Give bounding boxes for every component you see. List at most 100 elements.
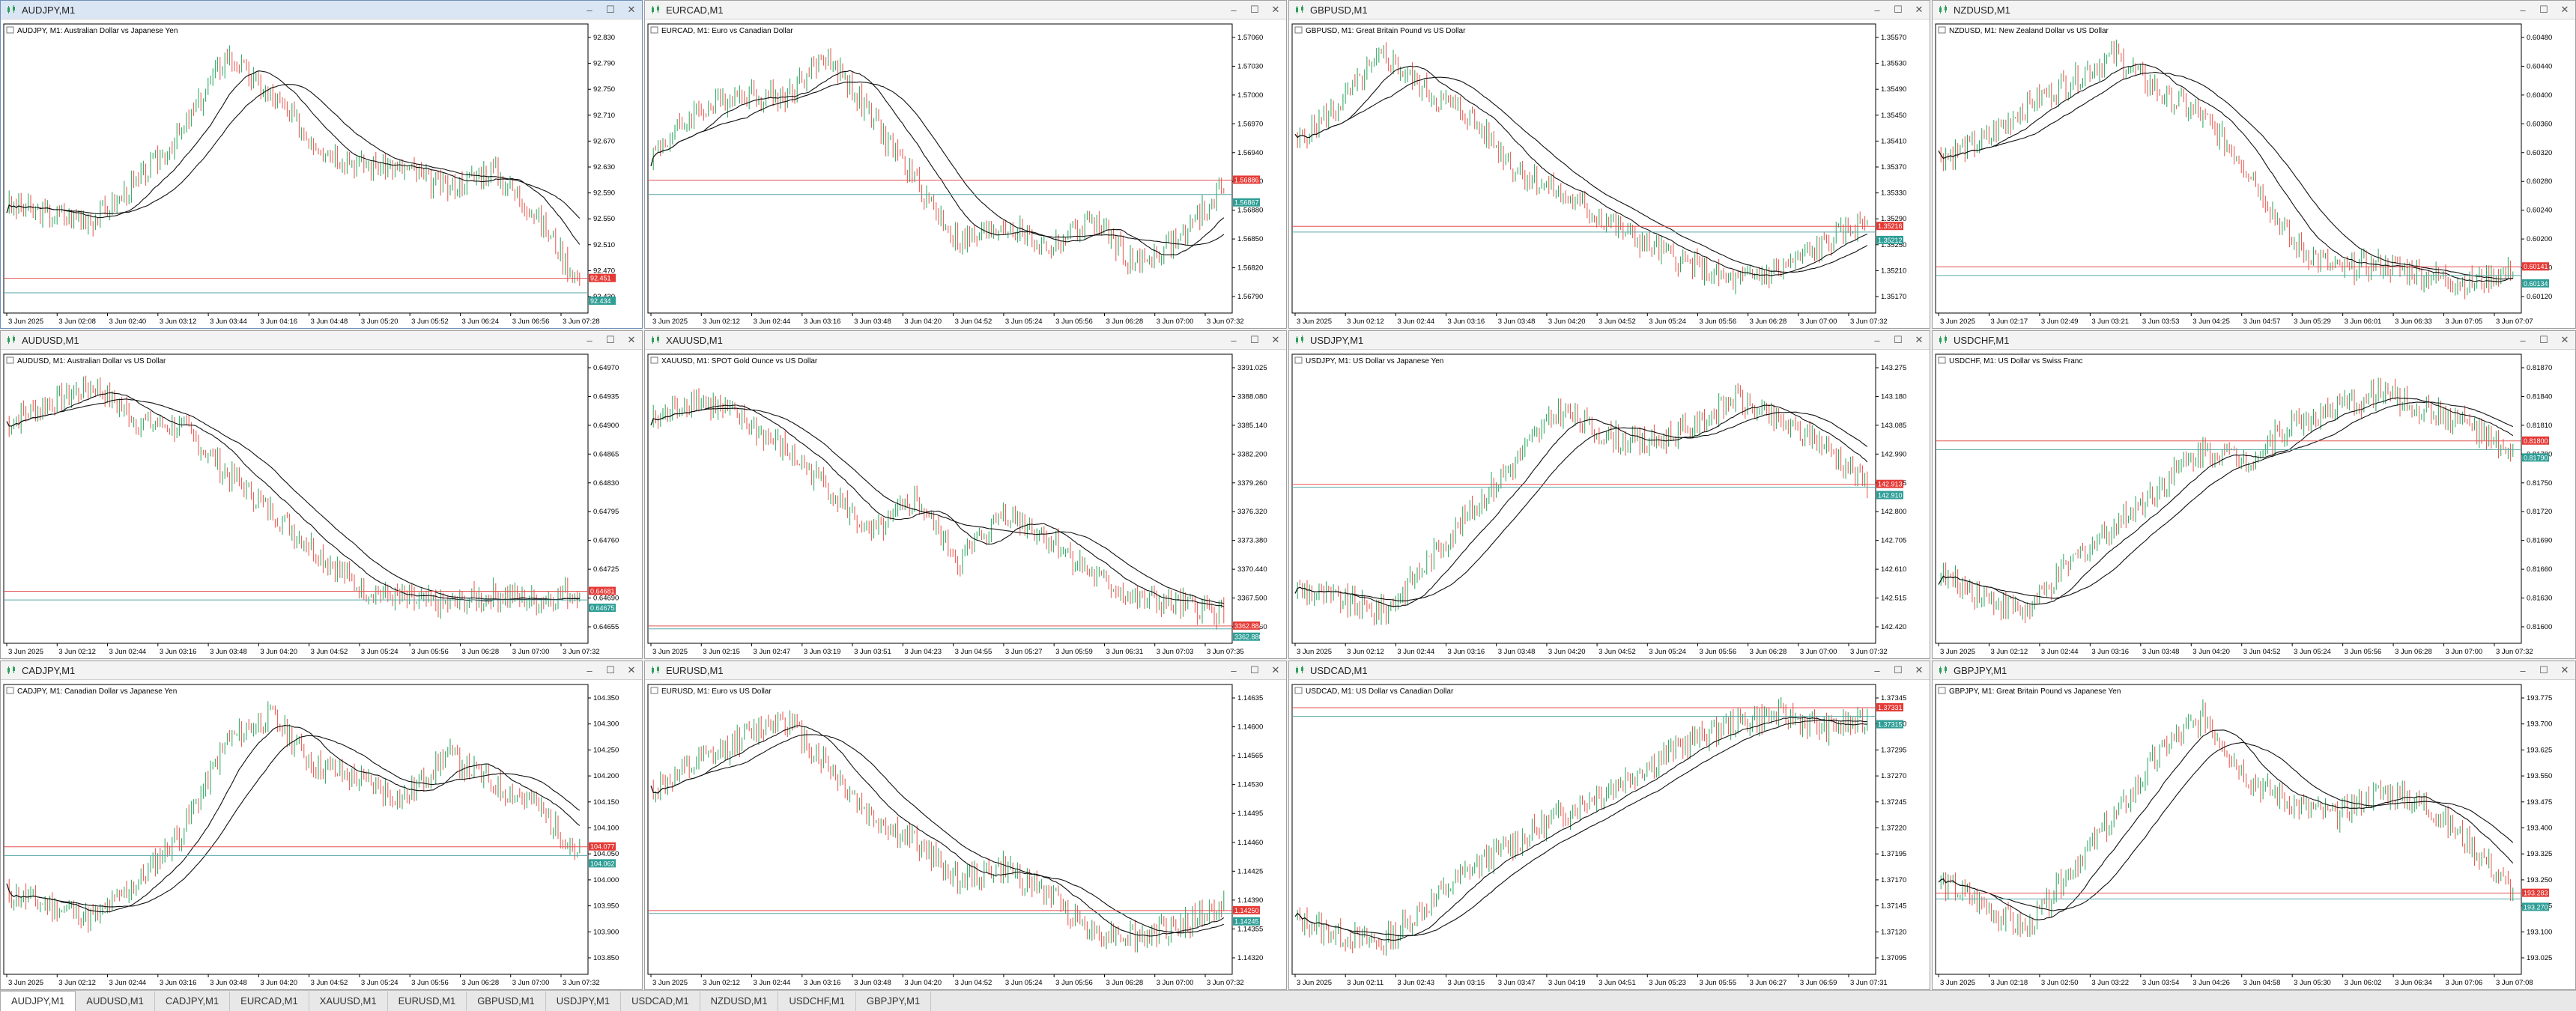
symbol-menu-icon[interactable] bbox=[1294, 356, 1303, 364]
price-chart[interactable]: AUDJPY, M1: Australian Dollar vs Japanes… bbox=[1, 19, 642, 328]
maximize-icon[interactable]: ☐ bbox=[1250, 664, 1259, 675]
minimize-icon[interactable]: – bbox=[587, 334, 593, 346]
window-titlebar[interactable]: XAUUSD,M1 – ☐ ✕ bbox=[645, 331, 1286, 350]
price-label: 1.14565 bbox=[1237, 752, 1263, 760]
symbol-menu-icon[interactable] bbox=[650, 26, 658, 34]
price-chart[interactable]: GBPJPY, M1: Great Britain Pound vs Japan… bbox=[1933, 680, 2575, 989]
window-titlebar[interactable]: GBPUSD,M1 – ☐ ✕ bbox=[1289, 1, 1930, 19]
chart-window[interactable]: GBPJPY,M1 – ☐ ✕ GBPJPY, M1: Great Britain Po… bbox=[1932, 661, 2576, 990]
maximize-icon[interactable]: ☐ bbox=[1894, 334, 1903, 345]
chart-tab[interactable]: GBPJPY,M1 bbox=[856, 992, 932, 1011]
window-titlebar[interactable]: AUDJPY,M1 – ☐ ✕ bbox=[1, 1, 642, 19]
price-chart[interactable]: USDCHF, M1: US Dollar vs Swiss Franc 0.81… bbox=[1933, 350, 2575, 658]
window-titlebar[interactable]: USDCHF,M1 – ☐ ✕ bbox=[1933, 331, 2575, 350]
close-icon[interactable]: ✕ bbox=[2560, 664, 2569, 675]
close-icon[interactable]: ✕ bbox=[2560, 4, 2569, 15]
close-icon[interactable]: ✕ bbox=[627, 664, 636, 675]
minimize-icon[interactable]: – bbox=[1231, 4, 1237, 16]
window-titlebar[interactable]: NZDUSD,M1 – ☐ ✕ bbox=[1933, 1, 2575, 19]
minimize-icon[interactable]: – bbox=[1874, 334, 1880, 346]
minimize-icon[interactable]: – bbox=[2520, 664, 2526, 676]
price-chart[interactable]: XAUUSD, M1: SPOT Gold Ounce vs US Dollar… bbox=[645, 350, 1286, 658]
chart-window[interactable]: GBPUSD,M1 – ☐ ✕ GBPUSD, M1: Great Britain Po… bbox=[1288, 0, 1930, 329]
close-icon[interactable]: ✕ bbox=[1915, 334, 1924, 345]
symbol-menu-icon[interactable] bbox=[650, 687, 658, 694]
price-chart[interactable]: NZDUSD, M1: New Zealand Dollar vs US Dol… bbox=[1933, 19, 2575, 328]
price-chart[interactable]: EURCAD, M1: Euro vs Canadian Dollar 1.570… bbox=[645, 19, 1286, 328]
price-chart[interactable]: CADJPY, M1: Canadian Dollar vs Japanese … bbox=[1, 680, 642, 989]
chart-window[interactable]: USDCAD,M1 – ☐ ✕ USDCAD, M1: US Dollar vs Can… bbox=[1288, 661, 1930, 990]
symbol-menu-icon[interactable] bbox=[1294, 687, 1303, 694]
chart-tab[interactable]: EURUSD,M1 bbox=[388, 992, 467, 1011]
minimize-icon[interactable]: – bbox=[1231, 664, 1237, 676]
price-chart[interactable]: AUDUSD, M1: Australian Dollar vs US Doll… bbox=[1, 350, 642, 658]
chart-window[interactable]: EURUSD,M1 – ☐ ✕ EURUSD, M1: Euro vs US Dolla… bbox=[644, 661, 1287, 990]
plot-frame bbox=[647, 353, 1233, 644]
price-chart[interactable]: USDJPY, M1: US Dollar vs Japanese Yen 143… bbox=[1289, 350, 1930, 658]
price-chart[interactable]: EURUSD, M1: Euro vs US Dollar 1.14635 1.14… bbox=[645, 680, 1286, 989]
window-titlebar[interactable]: GBPJPY,M1 – ☐ ✕ bbox=[1933, 661, 2575, 680]
chart-tab[interactable]: AUDUSD,M1 bbox=[76, 992, 155, 1011]
maximize-icon[interactable]: ☐ bbox=[2539, 664, 2548, 675]
window-title: GBPUSD,M1 bbox=[1310, 4, 1368, 16]
price-chart[interactable]: GBPUSD, M1: Great Britain Pound vs US Do… bbox=[1289, 19, 1930, 328]
close-icon[interactable]: ✕ bbox=[1271, 664, 1280, 675]
chart-tab[interactable]: USDCHF,M1 bbox=[778, 992, 856, 1011]
chart-tab[interactable]: USDJPY,M1 bbox=[546, 992, 622, 1011]
chart-tab[interactable]: XAUUSD,M1 bbox=[309, 992, 388, 1011]
maximize-icon[interactable]: ☐ bbox=[1250, 4, 1259, 15]
maximize-icon[interactable]: ☐ bbox=[1894, 664, 1903, 675]
symbol-menu-icon[interactable] bbox=[1294, 26, 1303, 34]
close-icon[interactable]: ✕ bbox=[1271, 4, 1280, 15]
minimize-icon[interactable]: – bbox=[2520, 4, 2526, 16]
minimize-icon[interactable]: – bbox=[587, 4, 593, 16]
chart-window[interactable]: AUDUSD,M1 – ☐ ✕ AUDUSD, M1: Australian Dolla… bbox=[0, 330, 643, 659]
window-titlebar[interactable]: CADJPY,M1 – ☐ ✕ bbox=[1, 661, 642, 680]
chart-tab[interactable]: AUDJPY,M1 bbox=[0, 991, 76, 1011]
chart-window[interactable]: XAUUSD,M1 – ☐ ✕ XAUUSD, M1: SPOT Gold Ounce … bbox=[644, 330, 1287, 659]
minimize-icon[interactable]: – bbox=[587, 664, 593, 676]
maximize-icon[interactable]: ☐ bbox=[606, 664, 615, 675]
close-icon[interactable]: ✕ bbox=[1915, 664, 1924, 675]
close-icon[interactable]: ✕ bbox=[627, 4, 636, 15]
window-titlebar[interactable]: USDJPY,M1 – ☐ ✕ bbox=[1289, 331, 1930, 350]
maximize-icon[interactable]: ☐ bbox=[2539, 4, 2548, 15]
price-label: 1.35250 bbox=[1881, 241, 1906, 249]
chart-window[interactable]: EURCAD,M1 – ☐ ✕ EURCAD, M1: Euro vs Canadian… bbox=[644, 0, 1287, 329]
maximize-icon[interactable]: ☐ bbox=[606, 334, 615, 345]
symbol-menu-icon[interactable] bbox=[650, 356, 658, 364]
minimize-icon[interactable]: – bbox=[1231, 334, 1237, 346]
maximize-icon[interactable]: ☐ bbox=[1250, 334, 1259, 345]
chart-tab[interactable]: NZDUSD,M1 bbox=[700, 992, 779, 1011]
chart-window[interactable]: USDCHF,M1 – ☐ ✕ USDCHF, M1: US Dollar vs Swi… bbox=[1932, 330, 2576, 659]
chart-tab[interactable]: GBPUSD,M1 bbox=[467, 992, 546, 1011]
close-icon[interactable]: ✕ bbox=[2560, 334, 2569, 345]
window-titlebar[interactable]: EURCAD,M1 – ☐ ✕ bbox=[645, 1, 1286, 19]
maximize-icon[interactable]: ☐ bbox=[2539, 334, 2548, 345]
symbol-menu-icon[interactable] bbox=[1938, 687, 1946, 694]
chart-window[interactable]: USDJPY,M1 – ☐ ✕ USDJPY, M1: US Dollar vs Jap… bbox=[1288, 330, 1930, 659]
window-titlebar[interactable]: AUDUSD,M1 – ☐ ✕ bbox=[1, 331, 642, 350]
symbol-menu-icon[interactable] bbox=[6, 356, 14, 364]
symbol-menu-icon[interactable] bbox=[6, 687, 14, 694]
maximize-icon[interactable]: ☐ bbox=[1894, 4, 1903, 15]
chart-window[interactable]: NZDUSD,M1 – ☐ ✕ NZDUSD, M1: New Zealand Doll… bbox=[1932, 0, 2576, 329]
price-chart[interactable]: USDCAD, M1: US Dollar vs Canadian Dollar… bbox=[1289, 680, 1930, 989]
chart-tab[interactable]: USDCAD,M1 bbox=[621, 992, 700, 1011]
chart-window[interactable]: AUDJPY,M1 – ☐ ✕ AUDJPY, M1: Australian Dolla… bbox=[0, 0, 643, 329]
symbol-menu-icon[interactable] bbox=[1938, 26, 1946, 34]
minimize-icon[interactable]: – bbox=[1874, 4, 1880, 16]
chart-window[interactable]: CADJPY,M1 – ☐ ✕ CADJPY, M1: Canadian Dollar … bbox=[0, 661, 643, 990]
window-titlebar[interactable]: USDCAD,M1 – ☐ ✕ bbox=[1289, 661, 1930, 680]
maximize-icon[interactable]: ☐ bbox=[606, 4, 615, 15]
window-titlebar[interactable]: EURUSD,M1 – ☐ ✕ bbox=[645, 661, 1286, 680]
chart-tab[interactable]: EURCAD,M1 bbox=[230, 992, 309, 1011]
minimize-icon[interactable]: – bbox=[1874, 664, 1880, 676]
close-icon[interactable]: ✕ bbox=[1915, 4, 1924, 15]
close-icon[interactable]: ✕ bbox=[627, 334, 636, 345]
symbol-menu-icon[interactable] bbox=[1938, 356, 1946, 364]
symbol-menu-icon[interactable] bbox=[6, 26, 14, 34]
close-icon[interactable]: ✕ bbox=[1271, 334, 1280, 345]
chart-tab[interactable]: CADJPY,M1 bbox=[155, 992, 231, 1011]
minimize-icon[interactable]: – bbox=[2520, 334, 2526, 346]
